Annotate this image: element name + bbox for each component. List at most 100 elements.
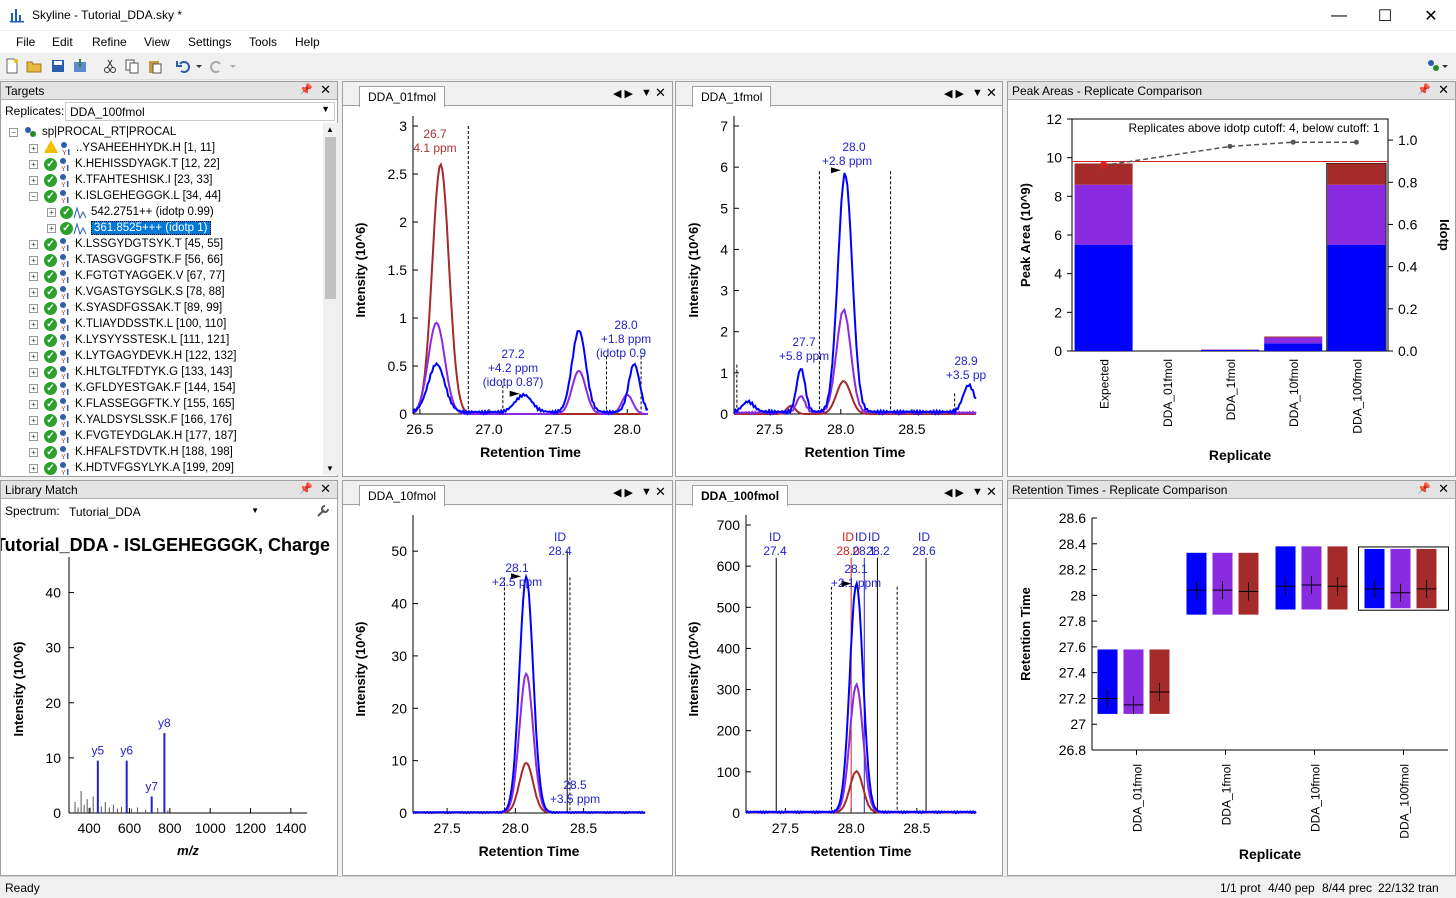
tree-peptide[interactable]: + ✓ Y K.VGASTGYSGLK.S [78, 88] (29, 284, 225, 300)
expand-icon[interactable]: + (29, 319, 38, 329)
expand-icon[interactable]: + (47, 207, 56, 217)
expand-icon[interactable]: + (29, 255, 38, 265)
close-icon[interactable]: ✕ (1438, 82, 1449, 97)
redo-icon[interactable] (208, 58, 224, 74)
collapse-icon[interactable]: − (9, 127, 18, 137)
new-file-icon[interactable] (4, 58, 20, 74)
tab-prev-icon[interactable]: ◀ ▶ (613, 487, 633, 499)
menu-edit[interactable]: Edit (52, 35, 73, 49)
tree-peptide[interactable]: + ✓ Y K.FGTGTYAGGEK.V [67, 77] (29, 268, 225, 284)
tree-precursor-selected[interactable]: + ✓ 361.8525+++ (idotp 1) (47, 220, 211, 236)
paste-icon[interactable] (147, 58, 163, 74)
copy-icon[interactable] (124, 58, 140, 74)
wrench-icon[interactable] (315, 503, 331, 519)
expand-icon[interactable]: + (29, 447, 38, 457)
tab-dda-10fmol[interactable]: DDA_10fmol (359, 485, 446, 506)
import-icon[interactable] (72, 58, 88, 74)
menu-settings[interactable]: Settings (188, 35, 232, 49)
pin-icon[interactable]: 📌 (299, 483, 313, 495)
tree-peptide[interactable]: + ✓ Y K.HLTGLTFDTYK.G [133, 143] (29, 364, 232, 380)
close-icon[interactable]: ✕ (320, 481, 331, 496)
tree-peptide[interactable]: + ✓ Y K.TLIAYDDSSTK.L [100, 110] (29, 316, 226, 332)
tree-peptide[interactable]: + ✓ Y K.HEHISSDYAGK.T [12, 22] (29, 156, 220, 172)
replicates-dropdown[interactable]: DDA_100fmol ▼ (65, 102, 335, 121)
tree-peptide[interactable]: + ✓ Y K.GFLDYESTGAK.F [144, 154] (29, 380, 235, 396)
tree-peptide[interactable]: + ✓ Y K.TASGVGGFSTK.F [56, 66] (29, 252, 223, 268)
expand-icon[interactable]: + (29, 143, 38, 153)
tree-peptide[interactable]: + ✓ Y K.FLASSEGGFTK.Y [155, 165] (29, 396, 235, 412)
expand-icon[interactable]: + (29, 367, 38, 377)
pin-icon[interactable]: 📌 (1417, 483, 1431, 495)
tree-peptide[interactable]: + ✓ Y K.HFALFSTDVTK.H [188, 198] (29, 444, 233, 460)
redo-dropdown-icon[interactable] (228, 58, 238, 74)
expand-icon[interactable]: + (29, 175, 38, 185)
tree-peptide[interactable]: + ✓ Y K.HDTVFGSYLYK.A [199, 209] (29, 460, 234, 475)
menu-refine[interactable]: Refine (92, 35, 127, 49)
spectrum-dropdown[interactable]: Tutorial_DDA ▼ (64, 502, 264, 521)
tree-peptide[interactable]: + ✓ Y K.FVGTEYDGLAK.H [177, 187] (29, 428, 237, 444)
expand-icon[interactable]: + (29, 463, 38, 473)
expand-icon[interactable]: + (29, 287, 38, 297)
scrollbar-thumb[interactable] (325, 137, 336, 299)
close-window-button[interactable]: ✕ (1424, 7, 1438, 25)
tree-peptide[interactable]: + ✓ Y K.LYSYYSSTESK.L [111, 121] (29, 332, 229, 348)
tree-protein[interactable]: − sp|PROCAL_RT|PROCAL (9, 124, 176, 140)
expand-icon[interactable]: + (29, 303, 38, 313)
menu-tools[interactable]: Tools (249, 35, 278, 49)
tab-menu-icon[interactable]: ▼ (641, 87, 652, 99)
expand-icon[interactable]: − (29, 191, 38, 201)
close-icon[interactable]: ✕ (986, 484, 997, 499)
cut-icon[interactable] (102, 58, 118, 74)
tree-peptide[interactable]: + ✓ Y K.LYTGAGYDEVK.H [122, 132] (29, 348, 237, 364)
expand-icon[interactable]: + (29, 271, 38, 281)
expand-icon[interactable]: + (29, 399, 38, 409)
tree-peptide[interactable]: + ✓ Y K.YALDSYSLSSK.F [166, 176] (29, 412, 232, 428)
area-bar (1074, 163, 1133, 185)
tab-prev-icon[interactable]: ◀ ▶ (944, 88, 964, 100)
tree-peptide[interactable]: + ✓ Y K.LSSGYDGTSYK.T [45, 55] (29, 236, 223, 252)
tab-prev-icon[interactable]: ◀ ▶ (613, 88, 633, 100)
scroll-down-icon[interactable]: ▼ (326, 464, 334, 473)
tab-menu-icon[interactable]: ▼ (641, 486, 652, 498)
tree-peptide[interactable]: − ✓ Y K.ISLGEHEGGGK.L [34, 44] (29, 188, 221, 204)
undo-icon[interactable] (176, 58, 192, 74)
close-icon[interactable]: ✕ (1438, 481, 1449, 496)
close-icon[interactable]: ✕ (986, 85, 997, 100)
open-folder-icon[interactable] (26, 58, 42, 74)
tree-peptide[interactable]: + ✓ Y K.SYASDFGSSAK.T [89, 99] (29, 300, 222, 316)
expand-icon[interactable]: + (29, 159, 38, 169)
menu-view[interactable]: View (144, 35, 170, 49)
close-icon[interactable]: ✕ (655, 85, 666, 100)
undo-dropdown-icon[interactable] (194, 58, 204, 74)
close-icon[interactable]: ✕ (320, 82, 331, 97)
expand-icon[interactable]: + (29, 351, 38, 361)
x-axis-label: m/z (177, 843, 199, 858)
expand-icon[interactable]: + (29, 383, 38, 393)
tab-menu-icon[interactable]: ▼ (972, 87, 983, 99)
expand-icon[interactable]: + (29, 415, 38, 425)
expand-icon[interactable]: + (47, 223, 56, 233)
tab-dda-1fmol[interactable]: DDA_1fmol (692, 86, 772, 107)
pin-icon[interactable]: 📌 (299, 84, 313, 96)
scroll-up-icon[interactable]: ▲ (326, 125, 334, 134)
menu-file[interactable]: File (16, 35, 36, 49)
y-axis-label: Retention Time (1018, 587, 1033, 681)
expand-icon[interactable]: + (29, 335, 38, 345)
pin-icon[interactable]: 📌 (1417, 84, 1431, 96)
tree-peptide[interactable]: + ✓ Y K.TFAHTESHISK.I [23, 33] (29, 172, 212, 188)
tree-scrollbar[interactable]: ▲ ▼ (323, 123, 338, 475)
maximize-button[interactable]: ☐ (1377, 7, 1393, 25)
tab-dda-100fmol[interactable]: DDA_100fmol (692, 485, 789, 506)
close-icon[interactable]: ✕ (655, 484, 666, 499)
save-icon[interactable] (50, 58, 66, 74)
tree-precursor[interactable]: + ✓ 542.2751++ (idotp 0.99) (47, 204, 214, 220)
peptide-settings-icon[interactable] (1426, 58, 1450, 74)
tree-peptide[interactable]: + Y ..YSAHEEHHYDK.H [1, 11] (29, 140, 215, 156)
tab-dda-01fmol[interactable]: DDA_01fmol (359, 86, 446, 107)
tab-prev-icon[interactable]: ◀ ▶ (944, 487, 964, 499)
expand-icon[interactable]: + (29, 431, 38, 441)
minimize-button[interactable]: — (1331, 6, 1347, 24)
tab-menu-icon[interactable]: ▼ (972, 486, 983, 498)
expand-icon[interactable]: + (29, 239, 38, 249)
menu-help[interactable]: Help (295, 35, 320, 49)
